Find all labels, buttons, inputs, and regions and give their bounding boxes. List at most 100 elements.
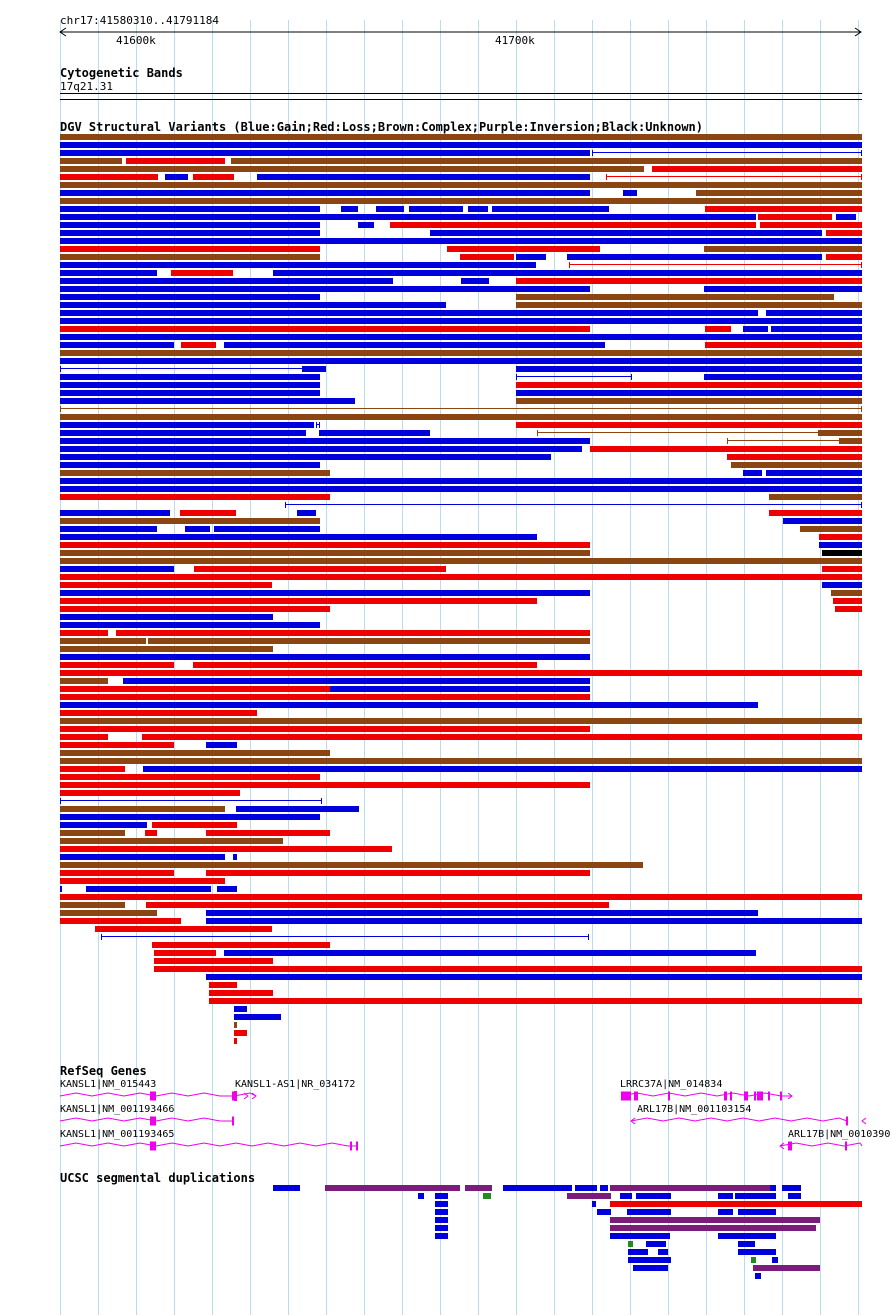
gain-variant-bar: [143, 766, 862, 772]
segdup-track: UCSC segmental duplications: [60, 1171, 862, 1279]
gene-intron: [59, 1092, 232, 1097]
gene-intron: [779, 1142, 863, 1147]
gene-exon: [744, 1091, 748, 1101]
loss-variant-bar: [460, 254, 514, 260]
complex-variant-bar: [60, 558, 862, 564]
loss-variant-bar: [60, 574, 862, 580]
gain-variant-bar: [60, 526, 157, 532]
segdup-bar: [465, 1185, 492, 1191]
loss-variant-bar: [60, 174, 158, 180]
gain-variant-bar: [303, 366, 326, 372]
ruler-tick-label: 41600k: [116, 34, 156, 47]
gene-exon: [634, 1091, 638, 1101]
segdup-bar: [738, 1209, 776, 1215]
gain-variant-bar: [60, 238, 862, 244]
segdup-bar: [610, 1217, 820, 1223]
loss-variant-bar: [60, 918, 181, 924]
variant-end: [727, 438, 728, 444]
segdup-features[interactable]: [273, 1185, 862, 1279]
gene-exon: [232, 1116, 234, 1126]
complex-variant-bar: [60, 350, 862, 356]
variant-connector: [727, 440, 840, 441]
loss-variant-bar: [60, 726, 590, 732]
gene-exon: [668, 1091, 670, 1101]
gain-variant-bar: [297, 510, 316, 516]
gene-intron: [59, 1117, 234, 1122]
gain-variant-bar: [319, 430, 430, 436]
gene-intron: [59, 1142, 358, 1147]
complex-variant-bar: [516, 302, 862, 308]
segdup-bar: [633, 1265, 668, 1271]
gene-exon: [150, 1116, 156, 1126]
gain-variant-bar: [60, 214, 756, 220]
complex-variant-bar: [60, 718, 862, 724]
segdup-bar: [610, 1201, 862, 1207]
gene-label: KANSL1-AS1|NR_034172: [235, 1079, 355, 1090]
variant-end: [60, 366, 61, 372]
gene-exon: [846, 1116, 848, 1126]
gain-variant-bar: [330, 686, 590, 692]
variant-connector: [592, 152, 862, 153]
variant-end: [101, 934, 102, 940]
gain-variant-bar: [185, 526, 210, 532]
refseq-features[interactable]: [59, 1091, 867, 1151]
segdup-bar: [435, 1201, 448, 1207]
segdup-bar: [597, 1209, 611, 1215]
complex-variant-bar: [60, 198, 862, 204]
gain-variant-bar: [60, 854, 225, 860]
gain-variant-bar: [623, 190, 637, 196]
location-label: chr17:41580310..41791184: [60, 14, 219, 27]
complex-variant-bar: [60, 910, 157, 916]
loss-variant-bar: [60, 766, 125, 772]
variant-connector: [606, 176, 862, 177]
segdup-bar: [620, 1193, 632, 1199]
track-title-dgv: DGV Structural Variants (Blue:Gain;Red:L…: [60, 120, 703, 134]
variant-end: [321, 798, 322, 804]
gain-variant-bar: [60, 142, 862, 148]
gene-intron: [620, 1092, 792, 1097]
gene-exon: [150, 1091, 156, 1101]
gain-variant-bar: [430, 230, 822, 236]
gain-variant-bar: [86, 886, 211, 892]
ruler: chr17:41580310..41791184 41600k 41700k: [59, 14, 862, 47]
gain-variant-bar: [358, 222, 374, 228]
variant-end: [569, 262, 570, 268]
strand-arrow: [243, 1092, 249, 1100]
variant-end: [516, 374, 517, 380]
variant-connector: [285, 504, 862, 505]
complex-variant-bar: [60, 518, 320, 524]
loss-variant-bar: [60, 246, 320, 252]
gain-variant-bar: [60, 270, 157, 276]
complex-variant-bar: [696, 190, 862, 196]
gain-variant-bar: [704, 374, 862, 380]
loss-variant-bar: [60, 846, 392, 852]
loss-variant-bar: [60, 670, 862, 676]
complex-variant-bar: [60, 414, 862, 420]
variant-end: [861, 262, 862, 268]
gain-variant-bar: [234, 1014, 281, 1020]
variant-connector: [101, 936, 589, 937]
segdup-bar: [646, 1241, 666, 1247]
loss-variant-bar: [60, 582, 272, 588]
variant-end: [861, 406, 862, 412]
loss-variant-bar: [234, 1038, 237, 1044]
variant-end: [861, 150, 862, 156]
dgv-features[interactable]: [60, 134, 862, 1044]
loss-variant-bar: [60, 870, 174, 876]
loss-variant-bar: [60, 598, 537, 604]
complex-variant-bar: [840, 438, 862, 444]
strand-arrow: [630, 1117, 636, 1125]
gene-exon: [150, 1141, 156, 1151]
loss-variant-bar: [60, 782, 590, 788]
segdup-bar: [435, 1225, 448, 1231]
loss-variant-bar: [833, 598, 862, 604]
gain-variant-bar: [60, 422, 314, 428]
loss-variant-bar: [60, 606, 330, 612]
variant-end: [316, 422, 317, 428]
variant-connector: [516, 376, 632, 377]
loss-variant-bar: [171, 270, 233, 276]
variant-connector: [60, 368, 303, 369]
gain-variant-bar: [60, 310, 758, 316]
track-title-cytoband: Cytogenetic Bands: [60, 66, 183, 80]
gain-variant-bar: [60, 342, 174, 348]
